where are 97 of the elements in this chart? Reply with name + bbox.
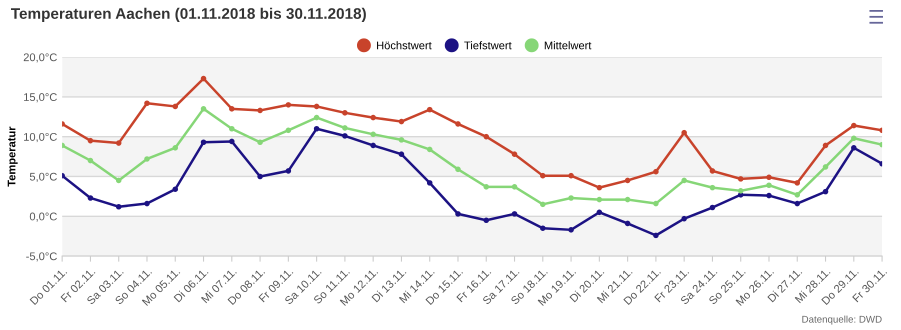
point [144,100,150,106]
legend-label: Tiefstwert [464,41,512,50]
y-axis-title: Temperatur [8,126,18,187]
point [370,114,376,120]
point [851,145,857,151]
point [342,110,348,116]
point [116,178,122,184]
point [426,106,432,112]
point [596,196,602,202]
point [483,134,490,140]
point [286,168,292,174]
point [766,192,772,198]
point [229,138,235,144]
point [710,204,716,210]
point [794,200,800,206]
point [540,225,546,231]
text: Datenquelle: DWD [802,316,882,325]
point [314,126,320,132]
point [794,192,800,198]
point [88,195,94,201]
point [851,136,857,142]
point [455,121,461,127]
point [822,164,828,170]
point [257,174,263,180]
point [398,118,404,124]
point [512,151,518,157]
point [568,195,574,201]
point [596,210,602,216]
point [116,140,122,146]
point [257,139,263,146]
point [653,232,659,238]
y-tick-label: 20,0°C [24,53,57,63]
point [681,178,687,184]
point [426,180,432,186]
point [653,168,659,174]
point [710,168,716,174]
point [455,211,461,217]
point [200,76,206,82]
legend-label: Höchstwert [377,41,432,50]
point [342,133,348,139]
point [794,180,800,186]
point [483,217,490,224]
point [766,182,772,188]
point [512,184,518,190]
point [398,137,404,143]
point [426,146,432,152]
point [540,202,546,208]
point [314,104,320,110]
point [822,142,828,148]
point [624,196,630,202]
point [681,130,687,136]
point [88,158,94,164]
point [286,128,292,134]
point [710,184,716,190]
y-tick-label: 15,0°C [24,93,57,102]
point [172,104,178,110]
point [229,126,235,132]
point [144,200,150,206]
point [851,122,857,128]
point [512,211,518,217]
point [88,138,94,144]
y-tick-label: -5,0°C [26,252,57,262]
y-tick-label: 0,0°C [30,212,57,222]
point [624,178,630,184]
y-tick-label: 10,0°C [24,132,57,142]
point [681,216,687,222]
point [116,204,122,210]
point [257,108,263,114]
point [229,106,235,112]
point [286,102,292,108]
point [455,166,461,172]
point [314,114,320,120]
point [766,174,772,180]
chart-title: Temperaturen Aachen (01.11.2018 bis 30.11.2018) [10,8,366,22]
point [398,151,404,157]
point [370,132,376,138]
point [483,184,490,190]
point [172,186,178,192]
point [653,200,659,206]
point [568,227,574,233]
point [200,139,206,146]
point [568,172,574,178]
point [144,156,150,162]
legend-label: Mittelwert [544,41,592,50]
point [624,220,630,226]
point [172,145,178,151]
point [342,125,348,131]
point [738,176,744,182]
y-tick-label: 5,0°C [30,172,57,182]
line-series [62,106,882,208]
point [822,188,828,194]
point [540,172,546,178]
point [596,184,602,190]
point [370,142,376,148]
line-series [62,126,882,238]
point [738,188,744,194]
point [200,106,206,112]
